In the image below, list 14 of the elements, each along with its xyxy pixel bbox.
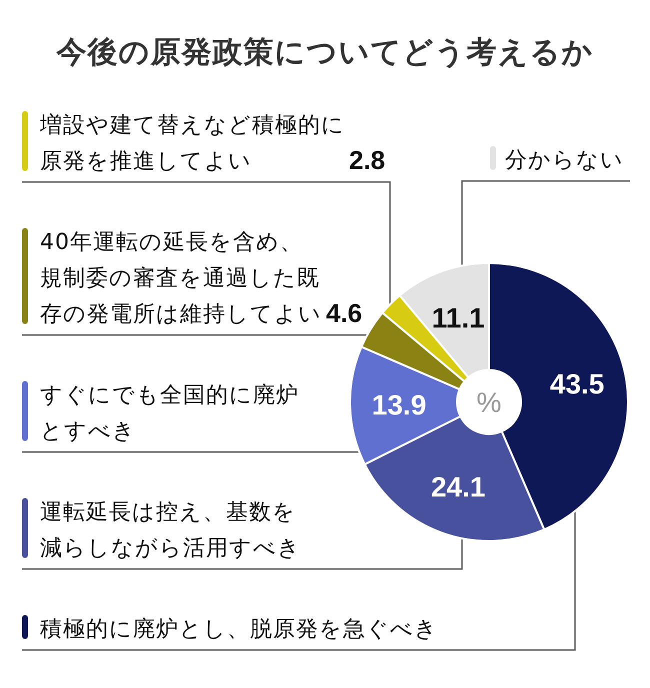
data-label: 2.8 <box>349 145 386 175</box>
data-label: 24.1 <box>431 472 486 503</box>
slice-label: 40年運転の延長を含め、規制委の審査を通過した既存の発電所は維持してよい <box>40 230 322 327</box>
data-label: 13.9 <box>372 390 426 421</box>
slice-label: すぐにでも全国的に廃炉とすべき <box>40 383 299 444</box>
slice-label: 運転延長は控え、基数を減らしながら活用すべき <box>40 500 301 561</box>
legend-label: 分からない <box>505 148 624 173</box>
text: % <box>476 387 502 418</box>
data-label: 4.6 <box>326 298 362 328</box>
slice-label: 増設や建て替えなど積極的に原発を推進してよい <box>39 113 345 174</box>
data-label: 43.5 <box>550 368 604 400</box>
legend-label: 積極的に廃炉とし、脱原発を急ぐべき <box>40 617 438 642</box>
data-label: 11.1 <box>432 302 485 334</box>
chart-title: 今後の原発政策についてどう考えるか <box>56 35 594 70</box>
